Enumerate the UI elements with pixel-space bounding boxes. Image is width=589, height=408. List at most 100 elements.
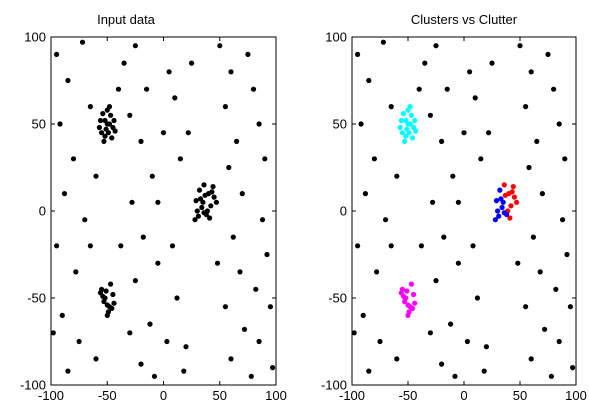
scatter-point: [108, 281, 114, 287]
scatter-point: [129, 199, 135, 205]
scatter-point: [470, 243, 476, 249]
axis-ticks: -100 -50 0 50 100 -100 -50 0 50 100: [20, 30, 287, 404]
scatter-point: [406, 309, 412, 315]
scatter-point: [101, 138, 107, 144]
scatter-point: [65, 368, 71, 374]
scatter-point: [564, 251, 570, 258]
scatter-point: [486, 130, 492, 136]
scatter-point: [65, 77, 71, 84]
scatter-point: [404, 288, 410, 294]
scatter-point: [222, 304, 228, 310]
scatter-point: [402, 138, 408, 144]
scatter-point: [377, 338, 383, 345]
scatter-point: [214, 260, 221, 266]
scatter-point: [383, 217, 389, 223]
scatter-point: [111, 300, 117, 306]
scatter-point: [366, 368, 372, 374]
scatter-point: [408, 281, 414, 287]
scatter-point: [452, 373, 458, 379]
scatter-point: [196, 187, 203, 193]
scatter-point: [411, 291, 417, 298]
scatter-point: [496, 213, 502, 219]
scatter-point: [399, 130, 405, 136]
scatter-point: [408, 112, 414, 118]
scatter-point: [209, 189, 215, 195]
scatter-point: [169, 243, 176, 249]
x-tick-label: -50: [98, 388, 117, 403]
scatter-point: [413, 128, 419, 134]
scatter-point: [355, 51, 361, 58]
axes-box: [351, 36, 577, 386]
scatter-point: [539, 191, 546, 197]
scatter-point: [147, 321, 153, 327]
scatter-point: [439, 361, 445, 367]
scatter-point: [542, 326, 548, 332]
scatter-point: [560, 217, 566, 223]
scatter-point: [439, 138, 445, 144]
scatter-point: [96, 124, 102, 131]
scatter-point: [93, 356, 99, 362]
scatter-point: [183, 344, 189, 350]
scatter-point: [108, 112, 114, 118]
scatter-point: [73, 269, 79, 275]
scatter-point: [103, 126, 109, 132]
scatter-point: [245, 51, 251, 58]
scatter-point: [149, 173, 155, 179]
scatter-point: [562, 156, 568, 162]
scatter-point: [109, 135, 115, 141]
scatter-point: [100, 293, 106, 299]
y-tick-label: 50: [32, 117, 46, 132]
scatter-point: [87, 243, 93, 249]
scatter-point: [418, 243, 424, 249]
scatter-point: [121, 60, 127, 66]
scatter-point: [409, 135, 416, 141]
scatter-point: [548, 373, 555, 379]
scatter-point: [510, 184, 516, 190]
scatter-point: [140, 234, 146, 240]
scatter-point: [112, 128, 118, 134]
scatter-point: [160, 130, 167, 136]
scatter-point: [192, 217, 198, 223]
scatter-point: [226, 164, 232, 171]
scatter-point: [464, 338, 470, 345]
scatter-point: [433, 278, 439, 284]
scatter-point: [222, 104, 228, 110]
scatter-point: [185, 130, 191, 136]
scatter-point: [57, 121, 63, 127]
scatter-point: [509, 189, 515, 195]
scatter-point: [174, 295, 180, 301]
scatter-point: [201, 210, 207, 216]
scatter-point: [537, 269, 543, 275]
input-data-panel: Input data -100 -50 0 50 100 -100 -50 0 50 100: [20, 12, 287, 403]
scatter-point: [155, 260, 161, 266]
scatter-point: [526, 164, 532, 171]
scatter-point: [556, 121, 562, 127]
chart-title: Clusters vs Clutter: [411, 12, 518, 27]
y-tick-label: -100: [321, 378, 347, 393]
scatter-point: [118, 243, 124, 249]
x-tick-label: 100: [565, 388, 587, 403]
scatter-point: [115, 86, 122, 92]
scatter-point: [492, 217, 498, 223]
scatter-point: [355, 243, 361, 249]
scatter-point: [497, 187, 503, 193]
scatter-point: [461, 130, 467, 136]
scatter-point: [366, 77, 372, 84]
scatter-point: [250, 86, 257, 92]
scatter-point: [256, 338, 262, 345]
scatter-point: [360, 312, 366, 318]
scatter-point: [259, 217, 266, 223]
scatter-point: [54, 243, 60, 249]
scatter-point: [132, 43, 138, 49]
scatter-point: [50, 330, 56, 336]
scatter-point: [54, 51, 60, 58]
scatter-point: [164, 338, 170, 345]
scatter-point: [528, 69, 534, 75]
clusters-vs-clutter-panel: Clusters vs Clutter -100 -50 0 50 100 -100 -50…: [321, 12, 587, 403]
scatter-point: [422, 60, 428, 66]
scatter-point: [111, 117, 117, 124]
y-tick-label: -50: [328, 291, 347, 306]
scatter-point: [481, 368, 487, 374]
scatter-point: [201, 182, 207, 188]
x-tick-label: -50: [399, 388, 418, 403]
